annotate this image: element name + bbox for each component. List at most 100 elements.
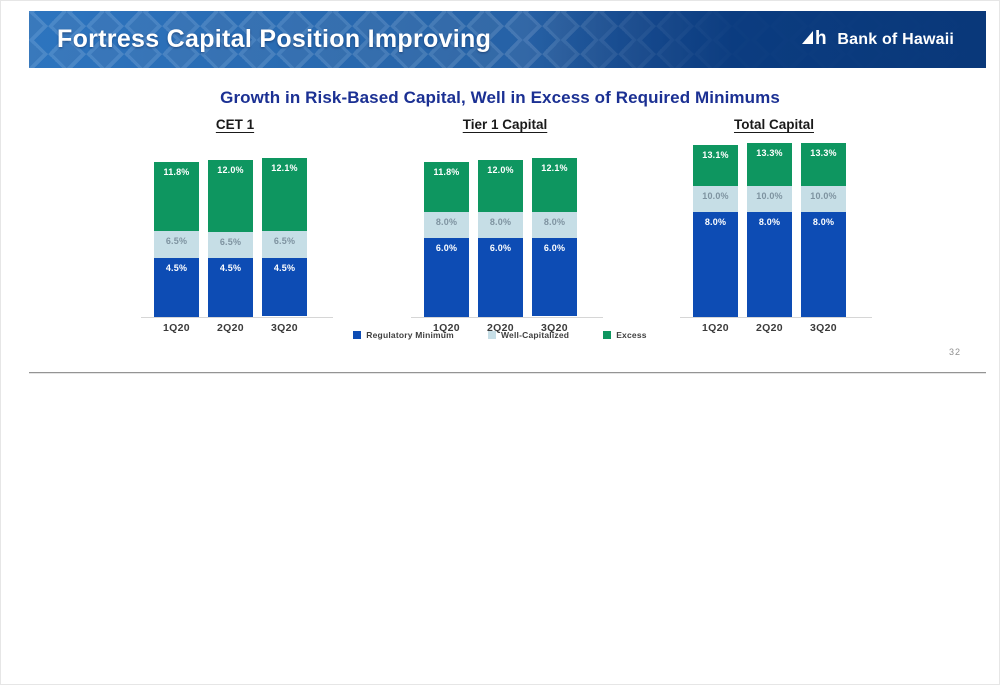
- segment-label: 8.0%: [812, 217, 835, 228]
- header-banner: Fortress Capital Position Improving h Ba…: [29, 11, 986, 68]
- legend-item-excess: Excess: [603, 330, 647, 340]
- x-axis-line: [680, 317, 872, 318]
- segment-well-capitalized: 10.0%: [801, 186, 846, 213]
- segment-label: 4.5%: [273, 262, 296, 273]
- segment-regulatory-minimum: 8.0%: [693, 211, 738, 317]
- segment-label: 8.0%: [704, 216, 727, 227]
- segment-well-capitalized: 8.0%: [532, 211, 577, 238]
- bar-2q20: 12.0% 6.5% 4.5%: [208, 160, 253, 317]
- segment-label: 11.8%: [163, 167, 190, 177]
- segment-label: 6.0%: [543, 242, 566, 253]
- segment-regulatory-minimum: 8.0%: [801, 212, 846, 317]
- chart-title: Total Capital: [733, 117, 814, 132]
- x-axis-label: 1Q20: [702, 322, 729, 334]
- x-axis-label: 3Q20: [810, 322, 837, 334]
- segment-label: 12.1%: [271, 163, 298, 173]
- segment-excess: 12.1%: [532, 158, 577, 212]
- bar-1q20: 11.8% 8.0% 6.0%: [424, 162, 469, 317]
- segment-excess: 13.3%: [747, 143, 792, 187]
- x-axis-label: 2Q20: [756, 322, 783, 334]
- segment-excess: 11.8%: [154, 162, 199, 232]
- segment-well-capitalized: 10.0%: [747, 186, 792, 213]
- legend-label: Excess: [616, 330, 647, 340]
- bar-3q20: 12.1% 8.0% 6.0%: [532, 158, 577, 317]
- segment-label: 13.3%: [756, 148, 783, 158]
- segment-regulatory-minimum: 4.5%: [154, 257, 199, 317]
- legend-label: Well-Capitalized: [500, 330, 570, 340]
- segment-label: 4.5%: [165, 262, 188, 273]
- chart-section-subtitle: Growth in Risk-Based Capital, Well in Ex…: [220, 88, 780, 107]
- segment-label: 10.0%: [702, 190, 729, 201]
- x-axis-label: 1Q20: [433, 322, 460, 334]
- segment-regulatory-minimum: 6.0%: [478, 238, 523, 317]
- segment-excess: 12.1%: [262, 158, 307, 232]
- bar-1q20: 11.8% 6.5% 4.5%: [154, 162, 199, 317]
- segment-label: 12.1%: [541, 163, 568, 173]
- segment-well-capitalized: 8.0%: [478, 212, 523, 239]
- svg-text:h: h: [815, 28, 827, 48]
- chart-cet1: CET 1 11.8% 6.5% 4.5% 12.0% 6.5% 4.5% 12.1% 6.5…: [141, 113, 333, 334]
- x-axis-line: [141, 317, 333, 318]
- segment-label: 8.0%: [435, 216, 458, 227]
- segment-label: 8.0%: [543, 216, 566, 227]
- bank-of-hawaii-logo: h Bank of Hawaii: [801, 11, 954, 68]
- chart-title: Tier 1 Capital: [462, 117, 548, 132]
- segment-label: 6.5%: [219, 236, 242, 247]
- x-axis-label: 2Q20: [217, 322, 244, 334]
- bar-3q20: 13.3% 10.0% 8.0%: [801, 143, 846, 317]
- chart-total-capital: Total Capital 13.1% 10.0% 8.0% 13.3% 10.0% 8.…: [680, 113, 872, 334]
- segment-label: 4.5%: [219, 263, 242, 274]
- chart-legend: Regulatory Minimum Well-Capitalized Excess: [1, 330, 999, 340]
- bar-3q20: 12.1% 6.5% 4.5%: [262, 158, 307, 317]
- segment-regulatory-minimum: 4.5%: [208, 258, 253, 317]
- x-axis-label: 3Q20: [271, 322, 298, 334]
- legend-swatch: [487, 331, 496, 339]
- segment-label: 12.0%: [487, 165, 514, 175]
- x-axis-line: [411, 317, 603, 318]
- chart-tier1-capital: Tier 1 Capital 11.8% 8.0% 6.0% 12.0% 8.0% 6.0…: [411, 113, 603, 334]
- segment-regulatory-minimum: 8.0%: [747, 212, 792, 317]
- segment-well-capitalized: 8.0%: [424, 211, 469, 238]
- segment-label: 6.0%: [489, 243, 512, 254]
- segment-excess: 13.1%: [693, 145, 738, 186]
- chart-title: CET 1: [215, 117, 255, 132]
- segment-excess: 12.0%: [208, 160, 253, 232]
- segment-regulatory-minimum: 4.5%: [262, 257, 307, 317]
- segment-label: 12.0%: [217, 165, 244, 175]
- bar-2q20: 13.3% 10.0% 8.0%: [747, 143, 792, 317]
- segment-excess: 11.8%: [424, 162, 469, 212]
- legend-item-well-capitalized: Well-Capitalized: [487, 330, 570, 340]
- bar-1q20: 13.1% 10.0% 8.0%: [693, 145, 738, 317]
- segment-label: 8.0%: [489, 217, 512, 228]
- segment-label: 6.5%: [273, 236, 296, 247]
- segment-excess: 12.0%: [478, 160, 523, 213]
- segment-label: 8.0%: [758, 217, 781, 228]
- segment-excess: 13.3%: [801, 143, 846, 187]
- legend-swatch: [603, 331, 612, 339]
- slide-title: Fortress Capital Position Improving: [57, 25, 492, 53]
- page-number: 32: [948, 347, 961, 357]
- segment-well-capitalized: 6.5%: [262, 231, 307, 258]
- segment-well-capitalized: 10.0%: [693, 185, 738, 212]
- footer-divider: [29, 372, 986, 374]
- segment-label: 10.0%: [756, 191, 783, 202]
- segment-label: 13.3%: [810, 148, 837, 158]
- segment-label: 10.0%: [810, 191, 837, 202]
- legend-swatch: [353, 331, 362, 339]
- bank-of-hawaii-logo-icon: h: [801, 26, 831, 53]
- segment-label: 6.5%: [165, 236, 188, 247]
- bar-2q20: 12.0% 8.0% 6.0%: [478, 160, 523, 317]
- segment-regulatory-minimum: 6.0%: [424, 237, 469, 317]
- segment-label: 13.1%: [702, 150, 729, 160]
- legend-label: Regulatory Minimum: [366, 330, 454, 340]
- segment-regulatory-minimum: 6.0%: [532, 237, 577, 317]
- segment-well-capitalized: 6.5%: [154, 231, 199, 258]
- segment-label: 6.0%: [435, 242, 458, 253]
- x-axis-label: 3Q20: [541, 322, 568, 334]
- segment-label: 11.8%: [433, 167, 460, 177]
- bank-of-hawaii-logo-text: Bank of Hawaii: [837, 30, 954, 48]
- x-axis-label: 1Q20: [163, 322, 190, 334]
- legend-item-regulatory-minimum: Regulatory Minimum: [353, 330, 454, 340]
- segment-well-capitalized: 6.5%: [208, 231, 253, 259]
